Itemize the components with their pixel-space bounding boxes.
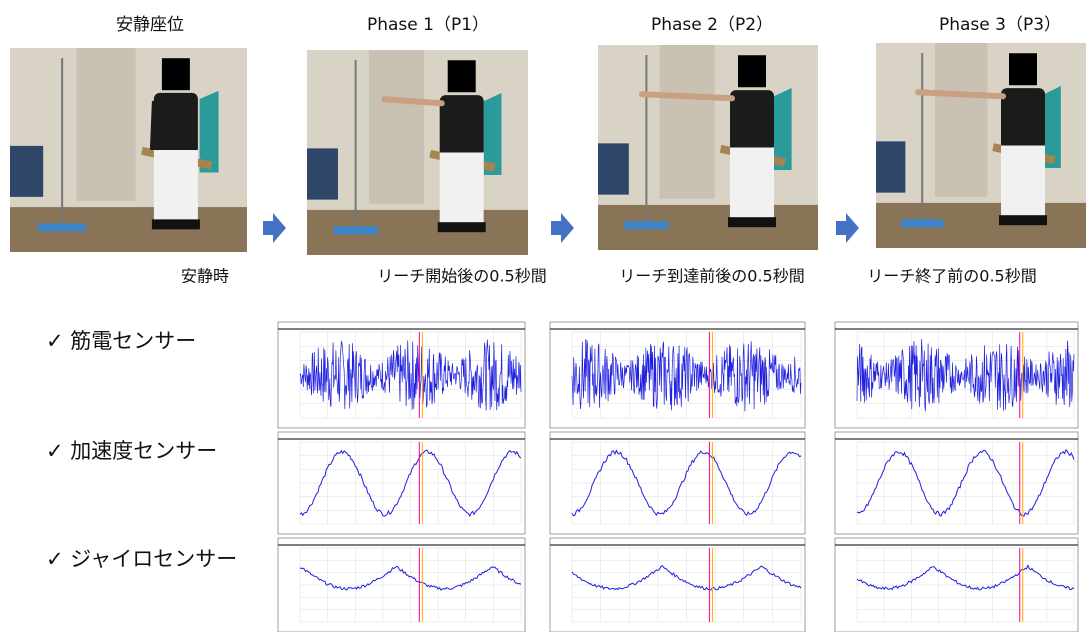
face-mask xyxy=(738,55,766,88)
iv-base xyxy=(333,226,378,235)
legs xyxy=(153,150,198,222)
phase-title: 安静座位 xyxy=(116,15,184,35)
shoes xyxy=(999,215,1047,226)
seat-back xyxy=(1044,86,1061,169)
iv-base xyxy=(624,221,669,230)
door xyxy=(934,43,988,197)
door xyxy=(76,48,136,201)
sensor-plot xyxy=(834,321,1079,429)
seat-back xyxy=(199,90,219,173)
waveform xyxy=(571,564,802,591)
sensor-plot xyxy=(834,431,1079,535)
charts xyxy=(277,321,1079,632)
sensor-plot xyxy=(834,537,1079,632)
arrow xyxy=(551,213,574,243)
phase-caption: リーチ開始後の0.5秒間 xyxy=(377,267,546,286)
phase-title: Phase 3（P3） xyxy=(939,15,1061,35)
shoes xyxy=(728,217,776,228)
face-mask xyxy=(1009,53,1037,86)
arrow xyxy=(263,213,286,243)
chair xyxy=(307,148,338,200)
door xyxy=(368,50,425,204)
waveform xyxy=(299,449,522,518)
arrow xyxy=(836,213,859,243)
face-mask xyxy=(161,58,190,91)
photo xyxy=(10,48,247,252)
photo xyxy=(307,50,528,255)
sensor-label: ✓ 筋電センサー xyxy=(46,329,196,353)
waveform xyxy=(299,339,522,411)
phase-caption: リーチ終了前の0.5秒間 xyxy=(867,267,1036,286)
waveform xyxy=(571,449,802,517)
shoes xyxy=(151,219,200,230)
arrows xyxy=(263,213,859,243)
torso xyxy=(153,92,198,155)
arm xyxy=(149,100,160,151)
sensor-label: ✓ ジャイロセンサー xyxy=(46,547,237,571)
iv-base xyxy=(38,223,86,232)
seat-back xyxy=(483,93,502,176)
photos xyxy=(10,43,1086,255)
legs xyxy=(439,152,484,225)
waveform xyxy=(299,565,522,591)
sensor-plot xyxy=(549,431,806,535)
chair xyxy=(876,141,906,193)
arm xyxy=(915,89,1006,100)
torso xyxy=(1001,88,1045,150)
phase-title: Phase 2（P2） xyxy=(651,15,773,35)
legs xyxy=(1001,145,1045,218)
photo xyxy=(598,45,818,250)
sensor-plot xyxy=(277,431,526,535)
torso xyxy=(439,95,484,157)
face-mask xyxy=(447,60,476,93)
legs xyxy=(730,147,774,220)
chair xyxy=(598,143,629,195)
chair xyxy=(10,145,44,197)
phase-title: Phase 1（P1） xyxy=(367,15,489,35)
door xyxy=(659,45,715,199)
seat-back xyxy=(774,88,792,171)
phase-caption: リーチ到達前後の0.5秒間 xyxy=(619,267,804,286)
sensor-plot xyxy=(277,537,526,632)
shoes xyxy=(437,222,486,233)
photo xyxy=(876,43,1086,248)
torso xyxy=(730,90,774,152)
waveform xyxy=(856,339,1075,412)
iv-base xyxy=(901,219,944,228)
sensor-plot xyxy=(549,321,806,429)
arm xyxy=(381,96,445,107)
sensor-plot xyxy=(277,321,526,429)
waveform xyxy=(856,449,1075,517)
sensor-plot xyxy=(549,537,806,632)
waveform xyxy=(856,564,1075,591)
phase-caption: 安静時 xyxy=(181,267,229,286)
arm xyxy=(639,91,735,102)
waveform xyxy=(571,339,802,412)
sensor-label: ✓ 加速度センサー xyxy=(46,439,217,463)
